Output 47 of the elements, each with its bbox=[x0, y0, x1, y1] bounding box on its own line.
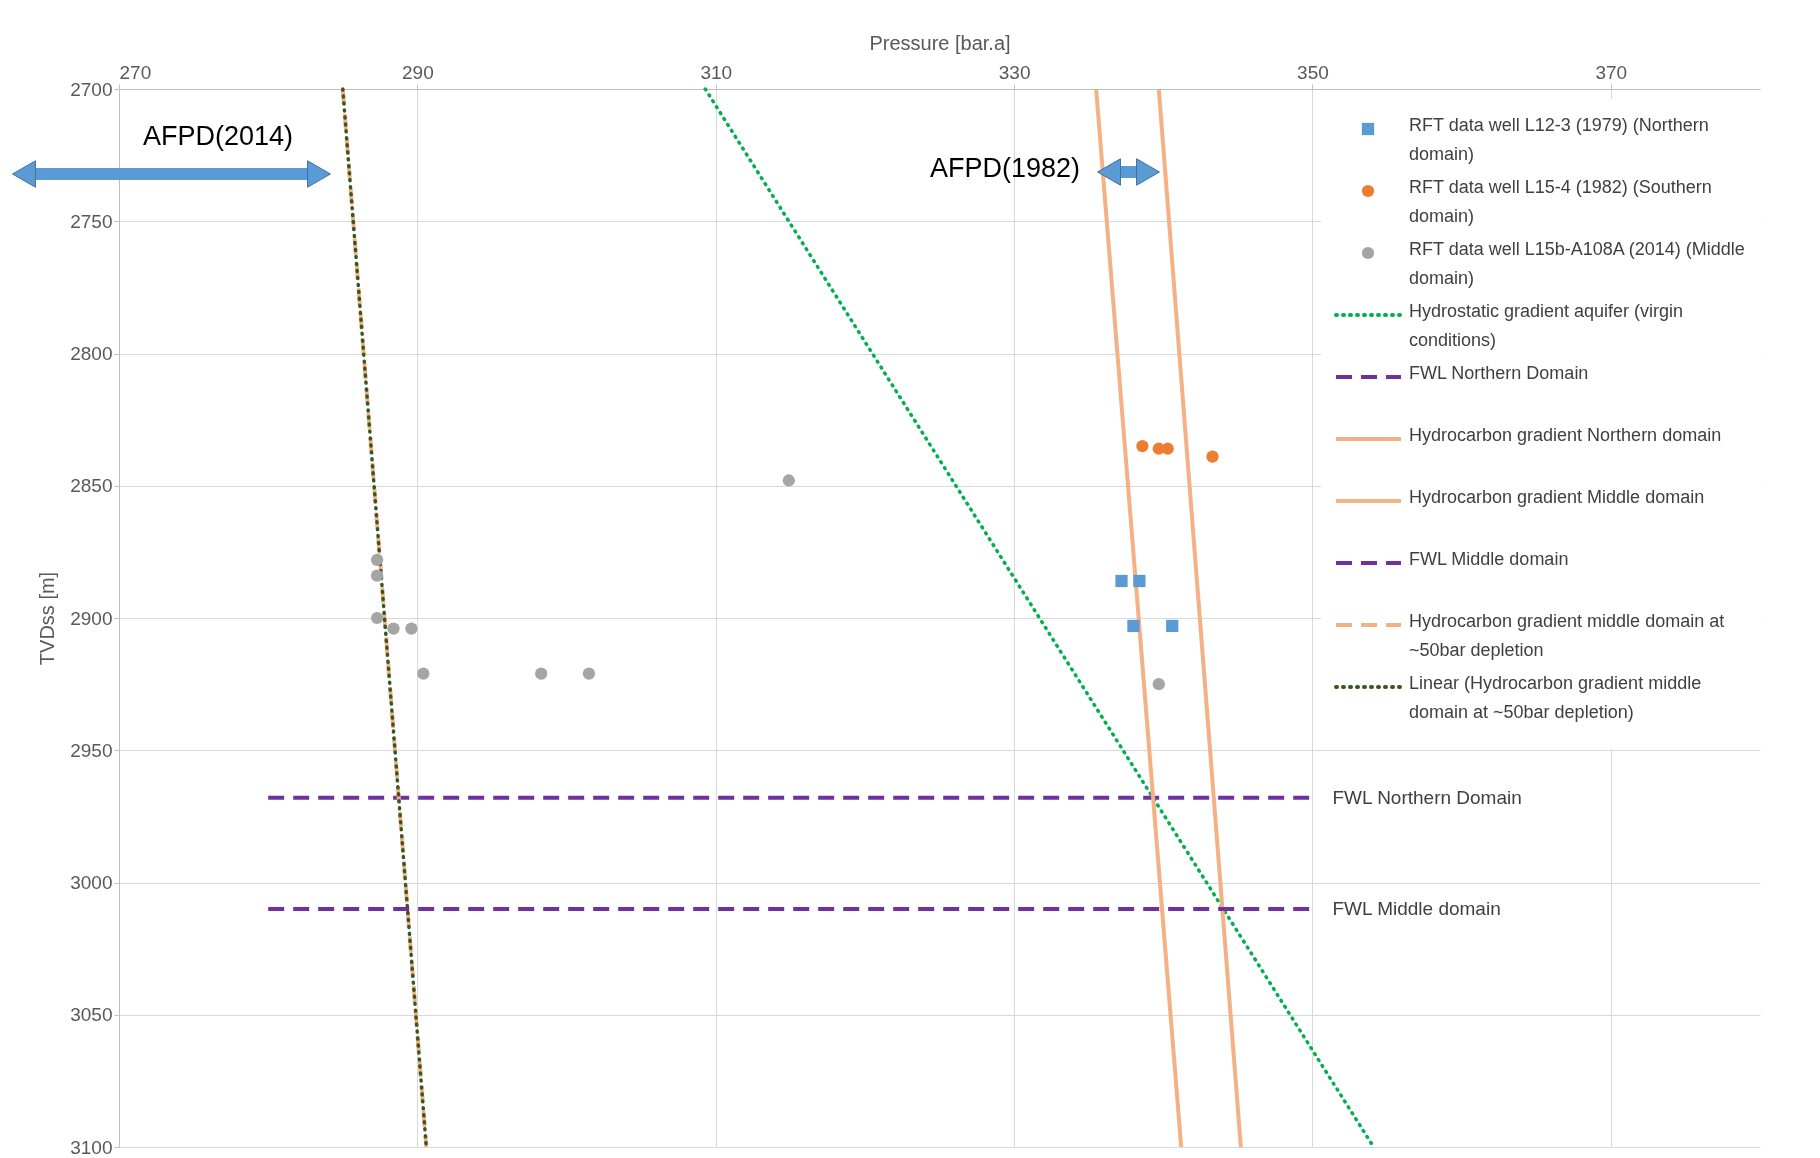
text: FWL Middle domain bbox=[1332, 897, 1501, 919]
y-tick-label: 3100 bbox=[70, 1136, 113, 1158]
legend-label: FWL Middle domain bbox=[1409, 549, 1569, 569]
y-axis-title: TVDss [m] bbox=[36, 571, 59, 666]
point bbox=[387, 622, 400, 635]
legend-label: FWL Northern Domain bbox=[1409, 363, 1589, 383]
legend-label: RFT data well L12-3 (1979) (Northern domain) bbox=[1409, 115, 1709, 164]
y-tick-label: 2700 bbox=[70, 78, 113, 100]
legend-label: Hydrocarbon gradient Middle domain bbox=[1409, 487, 1705, 507]
x-tick-label: 270 bbox=[119, 61, 152, 83]
point bbox=[1206, 450, 1219, 463]
annotation: AFPD(2014) bbox=[142, 121, 294, 151]
y-tick-label: 2800 bbox=[70, 343, 113, 364]
text: FWL Northern Domain bbox=[1332, 786, 1522, 808]
point bbox=[535, 667, 548, 680]
y-tick-label: 2900 bbox=[70, 607, 113, 629]
point bbox=[370, 611, 384, 625]
x-tick-label: 290 bbox=[402, 61, 434, 83]
y-tick-label: 2950 bbox=[70, 739, 113, 761]
legend-label: Hydrostatic gradient aquifer (virgin conditions) bbox=[1409, 301, 1684, 350]
legend-label: Hydrocarbon gradient middle domain at ~50bar depletion bbox=[1409, 611, 1725, 660]
legend-label: Hydrocarbon gradient Northern domain bbox=[1409, 425, 1722, 445]
legend-label: Linear (Hydrocarbon gradient middle domain at ~50bar depletion) bbox=[1409, 673, 1702, 722]
x-tick-label: 370 bbox=[1595, 61, 1628, 83]
point bbox=[582, 667, 596, 680]
point bbox=[1136, 439, 1149, 453]
point bbox=[405, 622, 418, 635]
point bbox=[370, 569, 384, 582]
point bbox=[1133, 574, 1146, 588]
x-tick-label: 350 bbox=[1297, 61, 1329, 83]
point bbox=[370, 553, 384, 566]
point bbox=[1115, 574, 1128, 588]
legend-label: RFT data well L15-4 (1982) (Southern domain) bbox=[1409, 177, 1712, 226]
point bbox=[782, 474, 795, 487]
legend-label: RFT data well L15b-A108A (2014) (Middle domain) bbox=[1409, 239, 1745, 288]
y-tick-label: 3050 bbox=[70, 1004, 113, 1026]
x-tick-label: 330 bbox=[998, 61, 1031, 83]
y-tick-label: 2850 bbox=[70, 475, 113, 497]
y-tick-label: 2750 bbox=[70, 210, 113, 232]
point bbox=[417, 667, 430, 680]
annotation: AFPD(1982) bbox=[929, 153, 1081, 183]
point bbox=[1127, 619, 1140, 633]
x-axis-title: Pressure [bar.a] bbox=[869, 31, 1011, 54]
x-tick-label: 310 bbox=[700, 61, 733, 83]
point bbox=[1152, 678, 1165, 691]
point bbox=[1166, 619, 1179, 633]
y-tick-label: 3000 bbox=[70, 872, 113, 893]
